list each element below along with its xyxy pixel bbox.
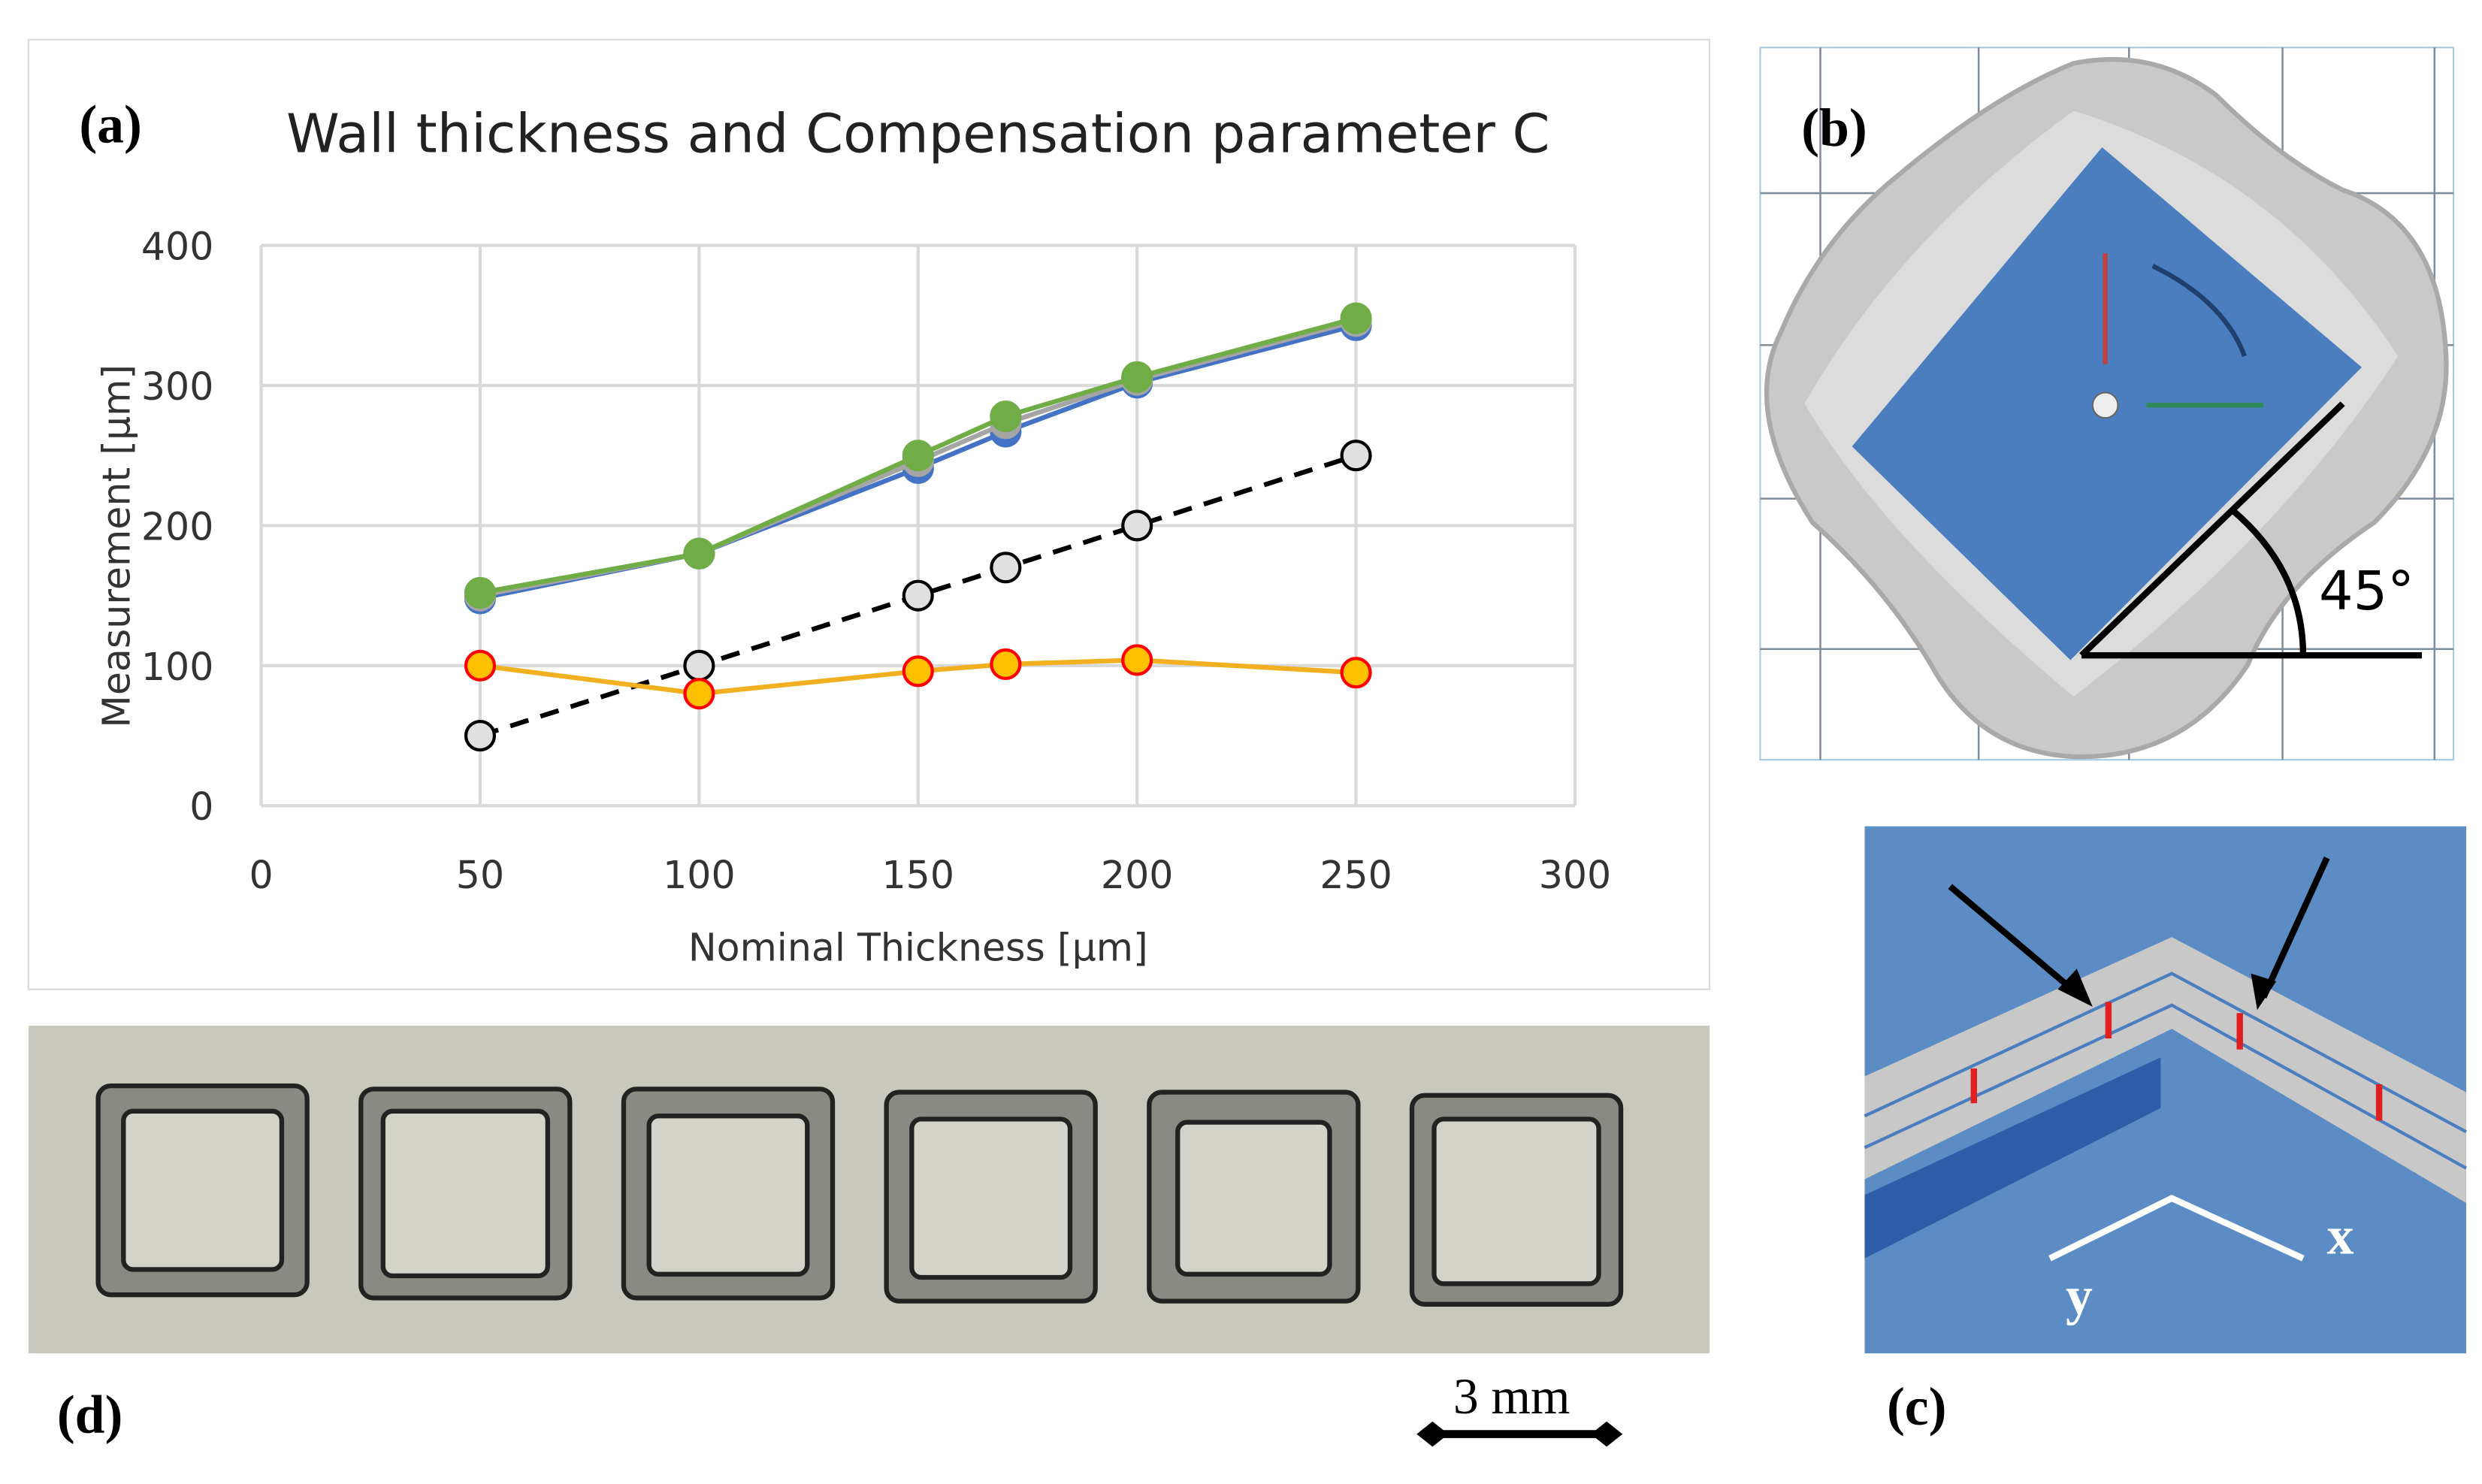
y-tick-label: 0 [189,784,213,829]
arrowhead [2251,973,2277,1011]
series-line [479,657,1356,697]
arrows [1948,857,2330,1000]
data-point [902,440,934,472]
wall-lines [1864,972,2467,1170]
panel-d: (d) 3 mm [28,1026,1710,1447]
data-point [1340,440,1372,472]
data-point [990,400,1022,433]
x-tick-label: 300 [1539,853,1611,897]
xy-arrows [2048,1195,2305,1262]
square-holes [121,1108,1601,1286]
data-point [683,649,715,682]
angle-line [2079,401,2345,658]
data-point [1340,302,1372,334]
plot-area: 0 100 200 300 400 0 50 100 150 200 250 300 [141,225,1611,897]
data-point [990,552,1022,584]
panel-c: x y (c) [1864,826,2467,1437]
scale-label: 3 mm [1453,1368,1570,1425]
y-tick-label: 400 [141,225,213,269]
origin-icon [2091,391,2119,419]
data-point [902,579,934,612]
data-point [990,648,1022,681]
angle-label: 45° [2319,560,2414,622]
wall-shadow [1864,1057,2161,1259]
x-axis-label: Nominal Thickness [µm] [688,926,1148,970]
data-point [464,576,497,609]
angle-arc [2230,507,2307,656]
data-point [1121,644,1153,676]
data-point [1121,361,1153,393]
series-line [479,316,1357,596]
data-point [683,678,715,710]
x-tick-label: 150 [882,853,954,897]
axis-label: y [2066,1266,2093,1325]
x-tick-label: 100 [663,853,735,897]
data-point [464,649,497,682]
x-tick-label: 50 [456,853,504,897]
x-tick-label: 0 [249,853,273,897]
panel-label: (b) [1801,98,1867,158]
y-axis-label: Measurement [µm] [95,364,139,728]
y-tick-label: 300 [141,364,213,409]
arrowhead [2057,969,2093,1007]
scale-end [1416,1421,1449,1447]
data-point [902,655,934,688]
chart-frame [27,38,1711,990]
axis-label: x [2327,1206,2354,1265]
scale-end [1591,1421,1623,1447]
panel-label: (c) [1887,1377,1946,1437]
panel-label: (a) [79,95,142,155]
arc-icon [2151,264,2247,358]
data-point [464,720,497,752]
chart-title: Wall thickness and Compensation paramete… [286,102,1550,165]
x-tick-label: 200 [1101,853,1173,897]
y-tick-label: 100 [141,645,213,689]
series-line [479,453,1357,739]
panel-b: 45° (b) [1759,47,2455,761]
data-point [1121,509,1153,542]
wall-strip [1864,937,2466,1204]
panel-label: (d) [57,1385,123,1444]
measure-marks [1970,1002,2383,1121]
data-point [683,537,715,570]
x-tick-label: 250 [1320,853,1392,897]
y-tick-label: 200 [141,504,213,549]
data-point [1340,657,1372,689]
